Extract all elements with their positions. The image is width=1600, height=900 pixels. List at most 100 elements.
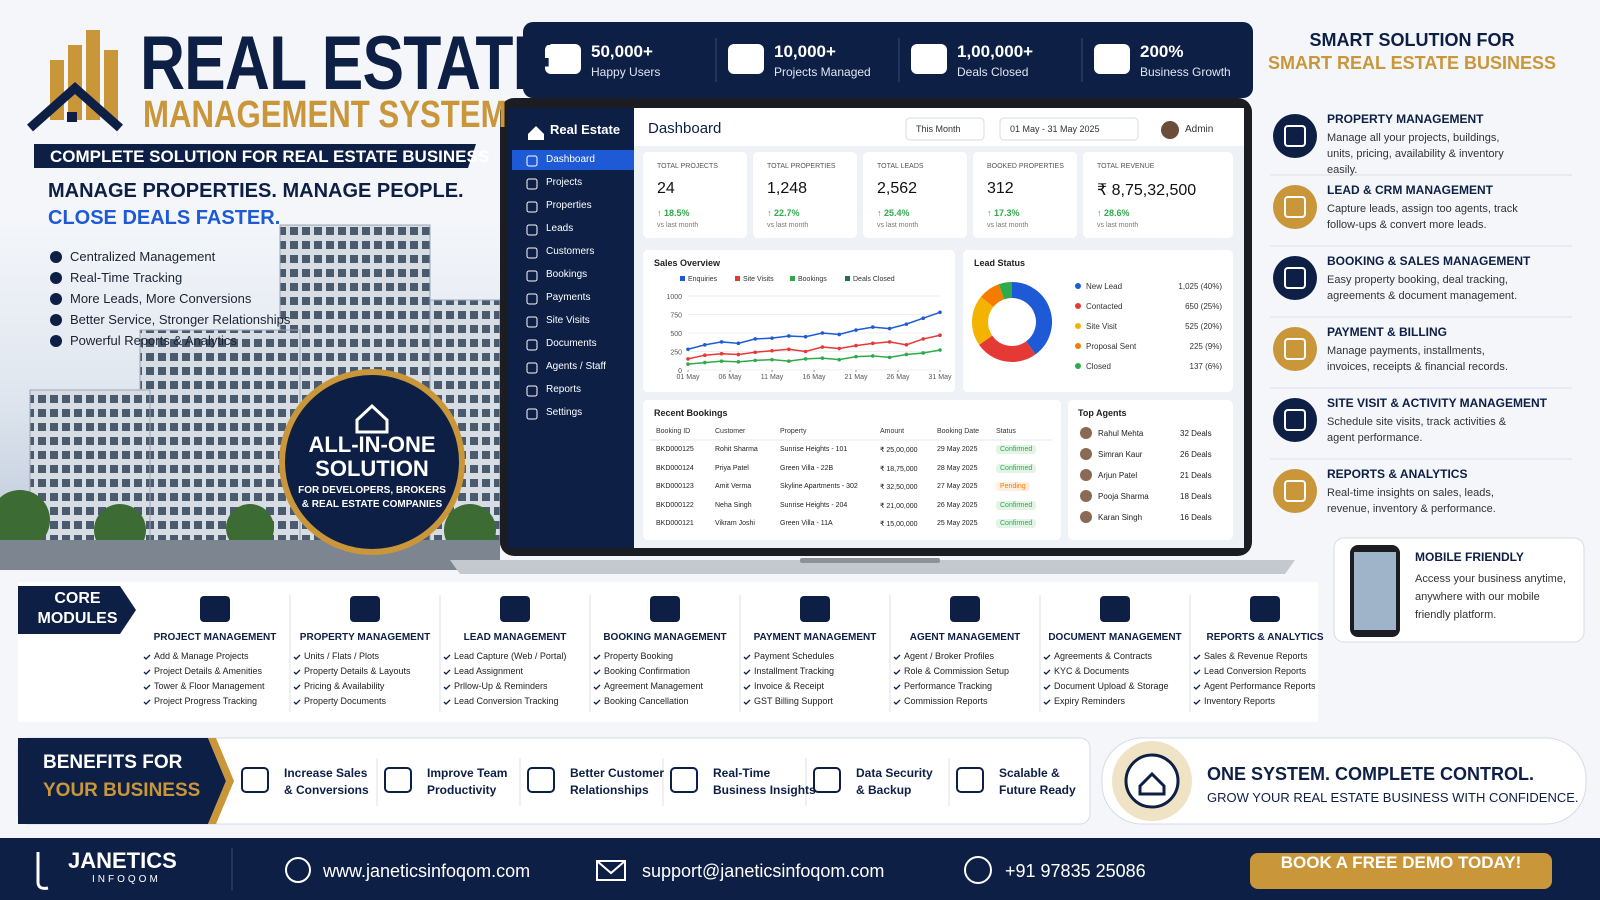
kpi-label: TOTAL PROJECTS (657, 163, 718, 170)
module-point: Property Documents (304, 696, 387, 706)
nav-icon (526, 339, 538, 351)
check (443, 654, 451, 660)
agent-name: Pooja Sharma (1098, 492, 1149, 501)
footer-sub: INFOQOM (92, 874, 161, 885)
table-cell: Green Villa - 11A (780, 520, 833, 527)
filter (905, 117, 985, 141)
module-title: LEAD MANAGEMENT (463, 632, 567, 643)
module-title: REPORTS & ANALYTICS (1206, 632, 1324, 643)
brand: Real Estate (550, 122, 621, 137)
kpi-change: ↑ 25.4% (877, 208, 910, 218)
check (893, 684, 901, 690)
module-point: Lead Conversion Tracking (454, 696, 559, 706)
nav-item: Settings (546, 407, 583, 418)
feature: More Leads, More Conversions (70, 291, 252, 306)
solution-glyph (1284, 409, 1306, 431)
solution-title: BOOKING & SALES MANAGEMENT (1327, 254, 1531, 268)
nav-icon (526, 362, 538, 374)
module-point: Project Progress Tracking (154, 696, 258, 706)
solution-title: PAYMENT & BILLING (1327, 325, 1448, 339)
table-cell: BKD000124 (656, 464, 694, 472)
kpi-note: vs last month (1097, 222, 1139, 229)
status-pill: Confirmed (996, 500, 1037, 510)
solution-text: Capture leads, assign too agents, track … (1327, 203, 1518, 231)
module-point: Commission Reports (904, 696, 988, 706)
stat-label: Business Growth (1140, 65, 1231, 79)
solution-glyph (1284, 196, 1306, 218)
nav-item: Leads (546, 223, 574, 234)
nav-icon (526, 155, 538, 167)
badge-text: FOR DEVELOPERS, BROKERS & REAL ESTATE CO… (298, 485, 446, 510)
benefit-icon (527, 767, 555, 793)
module-icon (950, 596, 980, 622)
solution-icon (1273, 327, 1317, 371)
table-cell: Neha Singh (715, 501, 752, 509)
module-icon (650, 596, 680, 622)
status-pill: Confirmed (996, 519, 1037, 528)
chart-title: Lead Status (974, 258, 1026, 268)
control-title: ONE SYSTEM. COMPLETE CONTROL. (1207, 764, 1535, 784)
card (973, 152, 1077, 238)
module-point: Role & Commission Setup (904, 666, 1010, 676)
headline: CLOSE DEALS FASTER. (48, 207, 281, 229)
module-point: Installment Tracking (754, 666, 835, 676)
dashboard-title: Dashboard (648, 120, 722, 137)
card (1083, 152, 1233, 238)
website: www.janeticsinfoqom.com (323, 861, 531, 881)
benefit-icon (241, 767, 269, 793)
module-point: Booking Confirmation (604, 666, 691, 676)
stat-value: 10,000+ (774, 42, 836, 61)
date-range: 01 May - 31 May 2025 (1010, 124, 1100, 134)
cta-button[interactable]: BOOK A FREE DEMO TODAY! (1280, 853, 1522, 872)
check (1043, 684, 1051, 690)
benefit-text: & Conversions (284, 783, 369, 797)
agent-avatar (1080, 448, 1092, 460)
check (743, 654, 751, 660)
column-header: Customer (715, 428, 746, 435)
check (1193, 684, 1201, 690)
benefit-text: & Backup (856, 783, 912, 797)
modules-label: CORE (54, 590, 101, 607)
table-cell: Vikram Joshi (715, 520, 755, 527)
stat-label: Deals Closed (957, 65, 1029, 79)
check (593, 669, 601, 675)
module-title: PROPERTY MANAGEMENT (299, 632, 431, 643)
check (143, 669, 151, 675)
check (143, 699, 151, 705)
feature: Powerful Reports & Analytics (70, 333, 237, 348)
benefit-text: Future Ready (999, 783, 1076, 797)
column-header: Status (996, 428, 1016, 435)
stat-value: 1,00,000+ (957, 42, 1034, 61)
solution-title: REPORTS & ANALYTICS (1327, 467, 1468, 481)
check (443, 684, 451, 690)
card (643, 400, 1061, 540)
check (1043, 699, 1051, 705)
agent-name: Simran Kaur (1098, 450, 1143, 459)
check (893, 699, 901, 705)
nav-icon (526, 224, 538, 236)
badge-title: ALL-IN-ONE (308, 432, 436, 457)
module-point: Agent Performance Reports (1204, 681, 1316, 691)
solution-icon (1273, 469, 1317, 513)
table-cell: 27 May 2025 (937, 483, 978, 490)
check (1043, 654, 1051, 660)
module-icon (1250, 596, 1280, 622)
kpi-label: BOOKED PROPERTIES (987, 163, 1064, 170)
benefit-text: Data Security (856, 766, 933, 780)
agent-avatar (1080, 427, 1092, 439)
check (293, 654, 301, 660)
column-header: Booking Date (937, 428, 980, 435)
status-pill: Pending (996, 482, 1030, 491)
table-cell: Green Villa - 22B (780, 464, 834, 472)
module-point: Project Details & Amenities (154, 666, 263, 676)
check-icon (50, 314, 62, 326)
module-point: Agent / Broker Profiles (904, 651, 995, 661)
check (743, 699, 751, 705)
nav-icon (526, 247, 538, 259)
module-point: Expiry Reminders (1054, 696, 1126, 706)
agent-deals: 21 Deals (1180, 471, 1212, 480)
benefit-text: Productivity (427, 783, 497, 797)
feature: Better Service, Stronger Relationships (70, 312, 291, 327)
title: REAL ESTATE (140, 21, 554, 106)
solution-text: Schedule site visits, track activities &… (1327, 416, 1507, 444)
